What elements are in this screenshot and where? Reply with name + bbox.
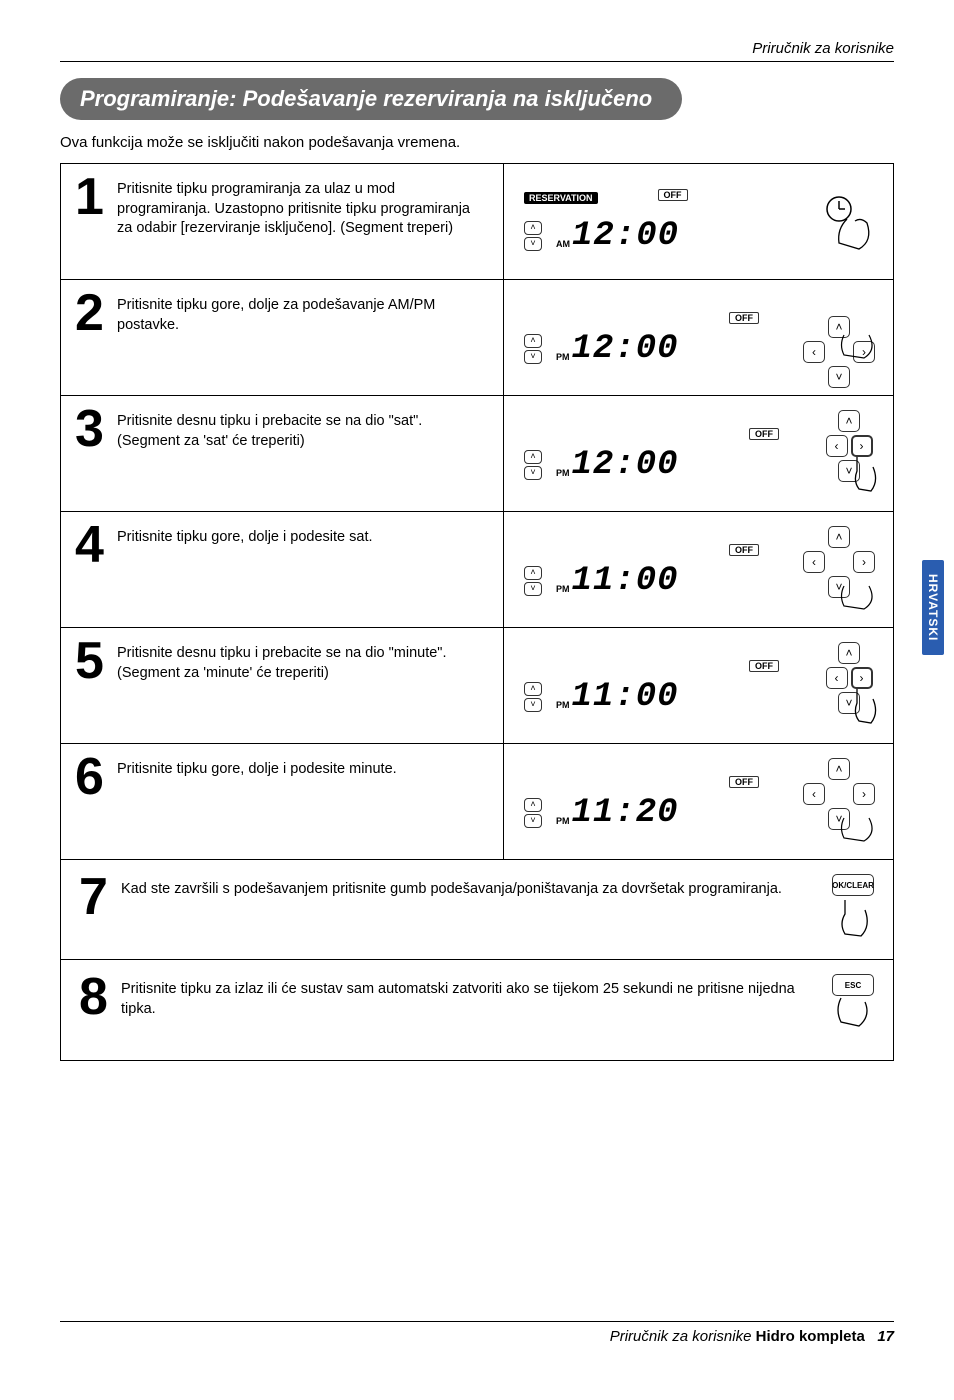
step-row: 8 Pritisnite tipku za izlaz ili će susta… bbox=[61, 960, 893, 1060]
lcd-display: OFF ˄˅ PM 11:20 bbox=[524, 772, 799, 832]
updown-indicator: ˄˅ bbox=[524, 798, 542, 828]
page-footer: Priručnik za korisnike Hidro kompleta 17 bbox=[60, 1321, 894, 1345]
right-press-icon: ˄ ‹› ˅ bbox=[819, 642, 879, 730]
lcd-display: OFF ˄˅ PM 11:00 bbox=[524, 656, 819, 716]
lcd-display: OFF ˄˅ PM 12:00 bbox=[524, 308, 799, 368]
step-row: 4 Pritisnite tipku gore, dolje i podesit… bbox=[61, 512, 893, 628]
step-number: 6 bbox=[75, 754, 111, 801]
off-badge: OFF bbox=[729, 544, 759, 556]
step-text: Pritisnite tipku gore, dolje i podesite … bbox=[117, 522, 373, 548]
language-tab: HRVATSKI bbox=[922, 560, 944, 655]
step-row: 7 Kad ste završili s podešavanjem pritis… bbox=[61, 860, 893, 960]
step-text: Pritisnite desnu tipku i prebacite se na… bbox=[117, 406, 489, 451]
ampm-label: PM bbox=[556, 584, 570, 600]
dpad-icon: ˄ ‹› ˅ bbox=[799, 316, 879, 360]
reservation-badge: RESERVATION bbox=[524, 192, 598, 204]
dpad-icon: ˄ ‹› ˅ bbox=[799, 526, 879, 614]
off-badge: OFF bbox=[729, 312, 759, 324]
lcd-display: RESERVATION OFF ˄˅ AM 12:00 bbox=[524, 189, 817, 255]
step-text: Pritisnite tipku gore, dolje i podesite … bbox=[117, 754, 397, 780]
step-row: 3 Pritisnite desnu tipku i prebacite se … bbox=[61, 396, 893, 512]
step-display-cell: OFF ˄˅ PM 11:00 ˄ ‹› ˅ bbox=[503, 512, 893, 627]
time-display: 12:00 bbox=[572, 217, 679, 255]
lcd-display: OFF ˄˅ PM 11:00 bbox=[524, 540, 799, 600]
off-badge: OFF bbox=[749, 660, 779, 672]
step-number: 5 bbox=[75, 638, 111, 685]
updown-indicator: ˄˅ bbox=[524, 450, 542, 480]
off-badge: OFF bbox=[729, 776, 759, 788]
step-display-cell: OFF ˄˅ PM 12:00 ˄ ‹› ˅ bbox=[503, 396, 893, 511]
section-title: Programiranje: Podešavanje rezerviranja … bbox=[60, 78, 682, 120]
dpad-icon: ˄ ‹› ˅ bbox=[799, 758, 879, 846]
step-text: Pritisnite tipku gore, dolje za podešava… bbox=[117, 290, 489, 335]
step-text-cell: 6 Pritisnite tipku gore, dolje i podesit… bbox=[61, 744, 503, 859]
updown-indicator: ˄˅ bbox=[524, 682, 542, 712]
ampm-label: PM bbox=[556, 700, 570, 716]
steps-table: 1 Pritisnite tipku programiranja za ulaz… bbox=[60, 163, 894, 1061]
step-number: 8 bbox=[79, 974, 115, 1021]
step-display-cell: OFF ˄˅ PM 11:20 ˄ ‹› ˅ bbox=[503, 744, 893, 859]
footer-page-number: 17 bbox=[877, 1328, 894, 1345]
esc-button-icon: ESC bbox=[831, 974, 875, 1030]
step-display-cell: OFF ˄˅ PM 11:00 ˄ ‹› ˅ bbox=[503, 628, 893, 743]
step-text-cell: 1 Pritisnite tipku programiranja za ulaz… bbox=[61, 164, 503, 279]
ok-button-icon: OK/CLEAR bbox=[831, 874, 875, 940]
ampm-label: PM bbox=[556, 468, 570, 484]
off-badge: OFF bbox=[658, 189, 688, 201]
updown-indicator: ˄˅ bbox=[524, 334, 542, 364]
time-display: 12:00 bbox=[572, 446, 679, 484]
header-rule bbox=[60, 61, 894, 62]
ampm-label: PM bbox=[556, 816, 570, 832]
step-row: 1 Pritisnite tipku programiranja za ulaz… bbox=[61, 164, 893, 280]
step-row: 2 Pritisnite tipku gore, dolje za podeša… bbox=[61, 280, 893, 396]
step-number: 1 bbox=[75, 174, 111, 221]
step-text: Pritisnite desnu tipku i prebacite se na… bbox=[117, 638, 446, 683]
lcd-display: OFF ˄˅ PM 12:00 bbox=[524, 424, 819, 484]
step-text-cell: 2 Pritisnite tipku gore, dolje za podeša… bbox=[61, 280, 503, 395]
clock-hand-icon bbox=[817, 191, 879, 253]
step-text-cell: 3 Pritisnite desnu tipku i prebacite se … bbox=[61, 396, 503, 511]
right-press-icon: ˄ ‹› ˅ bbox=[819, 410, 879, 498]
off-badge: OFF bbox=[749, 428, 779, 440]
updown-indicator: ˄˅ bbox=[524, 566, 542, 596]
footer-product: Hidro kompleta bbox=[756, 1328, 865, 1345]
step-number: 4 bbox=[75, 522, 111, 569]
time-display: 11:20 bbox=[572, 794, 679, 832]
time-display: 12:00 bbox=[572, 330, 679, 368]
step-row: 5 Pritisnite desnu tipku i prebacite se … bbox=[61, 628, 893, 744]
footer-doc-title: Priručnik za korisnike bbox=[610, 1328, 752, 1345]
step-text: Kad ste završili s podešavanjem pritisni… bbox=[121, 874, 831, 900]
step-text-cell: 4 Pritisnite tipku gore, dolje i podesit… bbox=[61, 512, 503, 627]
step-number: 7 bbox=[79, 874, 115, 921]
updown-indicator: ˄˅ bbox=[524, 221, 542, 251]
step-display-cell: OFF ˄˅ PM 12:00 ˄ ‹› ˅ bbox=[503, 280, 893, 395]
step-text-cell: 5 Pritisnite desnu tipku i prebacite se … bbox=[61, 628, 503, 743]
page-header: Priručnik za korisnike bbox=[60, 40, 894, 57]
time-display: 11:00 bbox=[572, 562, 679, 600]
ampm-label: AM bbox=[556, 239, 570, 255]
step-display-cell: RESERVATION OFF ˄˅ AM 12:00 bbox=[503, 164, 893, 279]
time-display: 11:00 bbox=[572, 678, 679, 716]
step-text: Pritisnite tipku programiranja za ulaz u… bbox=[117, 174, 489, 239]
step-row: 6 Pritisnite tipku gore, dolje i podesit… bbox=[61, 744, 893, 860]
step-number: 2 bbox=[75, 290, 111, 337]
step-text: Pritisnite tipku za izlaz ili će sustav … bbox=[121, 974, 831, 1019]
intro-text: Ova funkcija može se isključiti nakon po… bbox=[60, 134, 894, 151]
step-number: 3 bbox=[75, 406, 111, 453]
ampm-label: PM bbox=[556, 352, 570, 368]
